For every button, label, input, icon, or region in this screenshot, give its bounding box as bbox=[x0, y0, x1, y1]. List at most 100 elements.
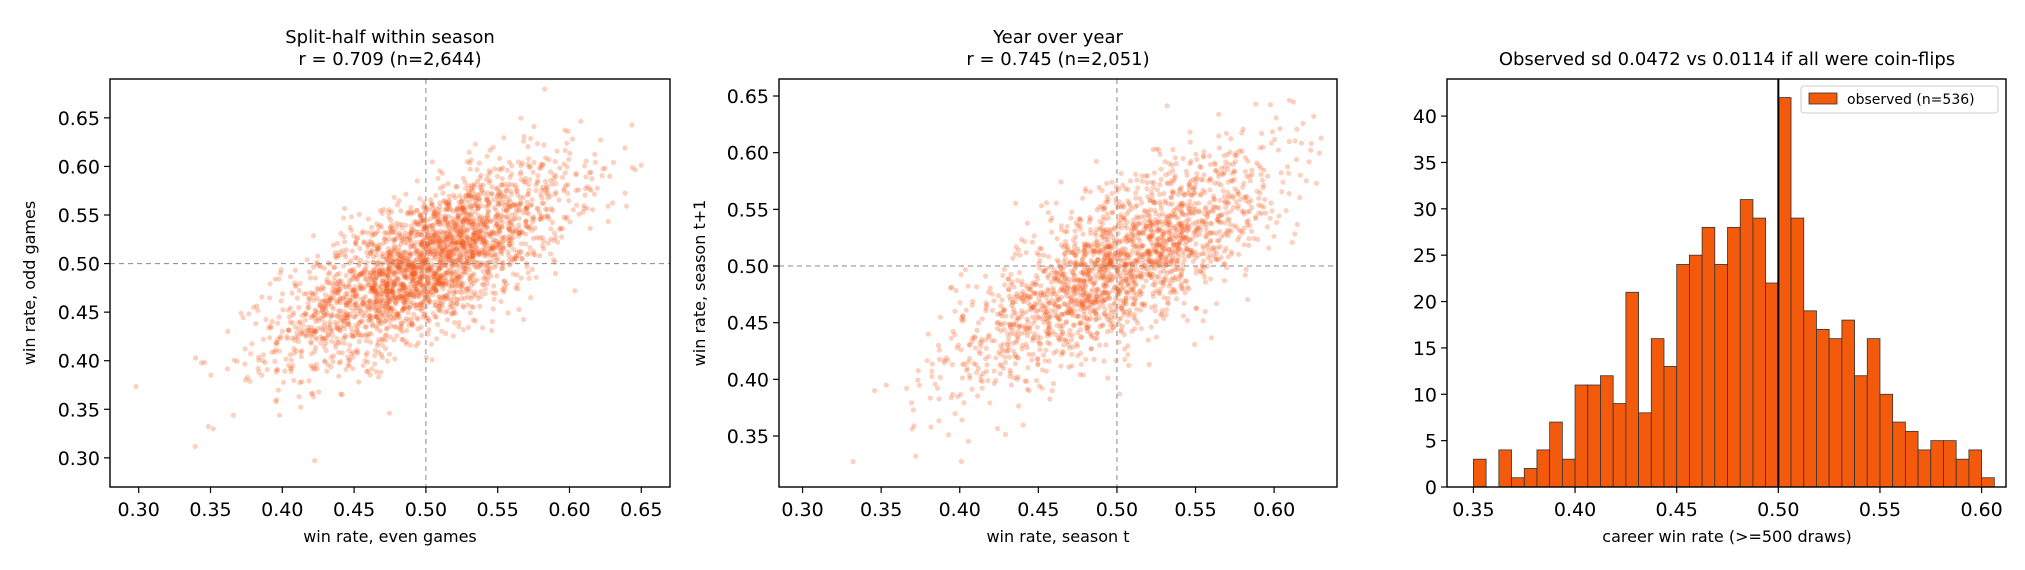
scatter-point bbox=[300, 322, 306, 328]
scatter-point bbox=[1034, 377, 1040, 384]
scatter-point bbox=[402, 230, 408, 236]
scatter-point bbox=[928, 424, 934, 430]
scatter-point bbox=[333, 255, 339, 261]
scatter-point bbox=[280, 307, 286, 313]
scatter-point bbox=[346, 357, 352, 364]
scatter-point bbox=[356, 320, 362, 326]
scatter-point bbox=[1118, 212, 1124, 218]
scatter-point bbox=[1241, 225, 1247, 231]
scatter-point bbox=[336, 298, 342, 304]
scatter-point bbox=[561, 214, 567, 220]
scatter-point bbox=[485, 250, 491, 257]
scatter-point bbox=[451, 294, 457, 300]
scatter-point bbox=[333, 344, 339, 350]
scatter-point bbox=[336, 360, 342, 366]
panel-split-half: Split-half within season r = 0.709 (n=2,… bbox=[20, 27, 671, 546]
scatter-point bbox=[386, 304, 392, 310]
scatter-point bbox=[455, 206, 461, 212]
scatter-point bbox=[538, 215, 544, 221]
scatter-point bbox=[432, 248, 438, 254]
scatter-point bbox=[418, 242, 424, 248]
scatter-point bbox=[460, 201, 466, 207]
scatter-point bbox=[462, 208, 468, 215]
scatter-point bbox=[1186, 286, 1192, 292]
scatter-point bbox=[444, 293, 450, 299]
scatter-point bbox=[399, 280, 405, 286]
scatter-point bbox=[328, 314, 334, 320]
scatter-point bbox=[413, 219, 419, 225]
scatter-point bbox=[909, 426, 915, 432]
scatter-point bbox=[341, 205, 348, 212]
scatter-point bbox=[1140, 252, 1147, 258]
scatter-point bbox=[1081, 312, 1087, 318]
scatter-point bbox=[383, 332, 389, 338]
scatter-point bbox=[278, 298, 284, 304]
scatter-point bbox=[1170, 146, 1176, 153]
scatter-point bbox=[385, 266, 391, 272]
scatter-point bbox=[384, 283, 390, 290]
scatter-point bbox=[489, 246, 495, 252]
scatter-point bbox=[1124, 219, 1130, 225]
scatter-point bbox=[1038, 307, 1044, 313]
scatter-point bbox=[1311, 113, 1317, 119]
histogram-bar bbox=[1943, 440, 1957, 488]
scatter-point bbox=[406, 263, 412, 269]
scatter-point bbox=[386, 230, 392, 236]
scatter-point bbox=[238, 310, 244, 316]
scatter-point bbox=[363, 332, 369, 338]
scatter-point bbox=[354, 304, 360, 311]
scatter-point bbox=[459, 290, 465, 296]
scatter-point bbox=[357, 245, 363, 251]
scatter-point bbox=[400, 281, 406, 287]
scatter-point bbox=[469, 203, 475, 209]
scatter-point bbox=[529, 266, 535, 272]
scatter-point bbox=[458, 199, 464, 205]
scatter-point bbox=[508, 222, 514, 228]
scatter-point bbox=[937, 314, 944, 320]
scatter-point bbox=[1181, 300, 1187, 306]
scatter-point bbox=[1134, 306, 1140, 312]
scatter-point bbox=[308, 328, 315, 334]
scatter-point bbox=[440, 247, 446, 253]
scatter-point bbox=[1285, 164, 1291, 170]
scatter-point bbox=[1088, 257, 1094, 263]
scatter-point bbox=[443, 238, 449, 244]
scatter-point bbox=[341, 314, 347, 320]
scatter-point bbox=[354, 293, 360, 300]
scatter-point bbox=[417, 279, 423, 285]
scatter-point bbox=[1162, 274, 1168, 280]
histogram-bar bbox=[1549, 421, 1563, 488]
scatter-point bbox=[373, 300, 379, 306]
scatter-point bbox=[422, 311, 428, 317]
scatter-point bbox=[1148, 240, 1154, 246]
scatter-point bbox=[334, 321, 340, 327]
scatter-point bbox=[539, 195, 545, 201]
scatter-point bbox=[1202, 274, 1208, 280]
scatter-point bbox=[435, 213, 441, 219]
scatter-point bbox=[436, 274, 442, 281]
scatter-point bbox=[1140, 284, 1146, 290]
scatter-point bbox=[1091, 356, 1097, 362]
scatter-point bbox=[582, 185, 589, 192]
scatter-point bbox=[1093, 316, 1099, 322]
scatter-point bbox=[480, 182, 486, 188]
scatter-point bbox=[467, 249, 473, 255]
scatter-point bbox=[467, 241, 473, 247]
scatter-point bbox=[959, 417, 965, 423]
scatter-point bbox=[397, 293, 403, 299]
scatter-point bbox=[426, 278, 432, 284]
scatter-point bbox=[528, 202, 535, 208]
scatter-point bbox=[310, 366, 316, 372]
scatter-point bbox=[352, 301, 358, 307]
scatter-point bbox=[492, 204, 498, 211]
scatter-point bbox=[1163, 262, 1169, 268]
scatter-point bbox=[391, 194, 397, 200]
scatter-point bbox=[390, 271, 396, 277]
scatter-point bbox=[467, 276, 473, 282]
scatter-point bbox=[374, 248, 380, 254]
scatter-point bbox=[475, 295, 481, 301]
scatter-point bbox=[388, 288, 394, 295]
scatter-point bbox=[1221, 231, 1228, 238]
scatter-point bbox=[1002, 359, 1008, 366]
scatter-point bbox=[423, 289, 429, 295]
